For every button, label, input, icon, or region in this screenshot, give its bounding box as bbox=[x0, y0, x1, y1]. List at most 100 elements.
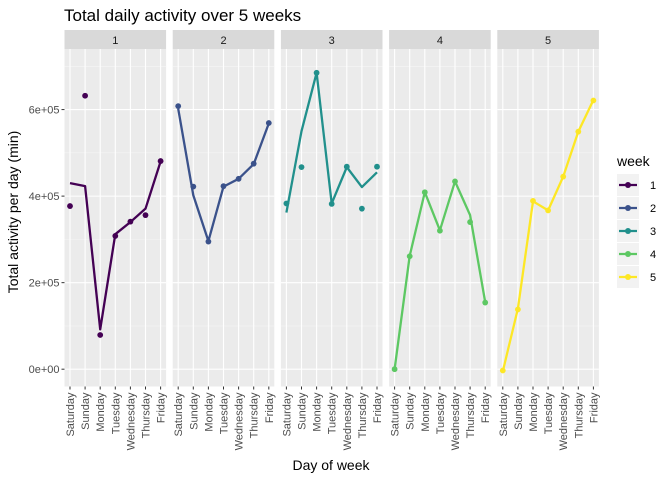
x-tick-label: Sunday bbox=[405, 392, 417, 430]
facet-strip bbox=[64, 30, 167, 49]
x-tick-label: Wednesday bbox=[125, 392, 137, 450]
data-point bbox=[298, 164, 305, 171]
data-point bbox=[560, 173, 567, 180]
x-tick-label: Wednesday bbox=[342, 392, 354, 450]
data-point bbox=[391, 366, 398, 373]
x-tick-label: Thursday bbox=[357, 392, 369, 438]
x-tick-label: Friday bbox=[156, 392, 168, 423]
data-point bbox=[190, 183, 197, 190]
x-tick-label: Friday bbox=[480, 392, 492, 423]
facet-strip bbox=[389, 30, 491, 49]
data-point bbox=[374, 163, 380, 170]
data-point bbox=[328, 201, 335, 207]
facet-panel-4: 4 Saturday Sunday Monday Tuesday Wednesday Thu… bbox=[389, 30, 492, 450]
facet-strip-label: 1 bbox=[112, 35, 118, 47]
data-point bbox=[515, 306, 521, 313]
x-tick-label: Monday bbox=[312, 392, 324, 432]
legend-key-point bbox=[625, 274, 631, 280]
facet-strip-label: 3 bbox=[329, 35, 335, 47]
data-point bbox=[343, 163, 350, 170]
facet-strip bbox=[172, 30, 275, 49]
legend-entry-2: 2 bbox=[617, 197, 656, 219]
legend-key-point bbox=[625, 205, 631, 211]
data-point bbox=[283, 200, 290, 207]
data-point bbox=[437, 227, 443, 234]
x-tick-label: Sunday bbox=[297, 392, 309, 430]
x-tick-label: Monday bbox=[528, 392, 540, 432]
x-tick-label: Tuesday bbox=[219, 392, 231, 434]
legend-key-point bbox=[625, 251, 631, 257]
x-tick-label: Wednesday bbox=[234, 392, 246, 450]
data-point bbox=[406, 253, 413, 260]
x-tick-label: Wednesday bbox=[558, 392, 570, 450]
facet-panel-5: 5 Saturday Sunday Monday Tuesday Wednesday Thu… bbox=[497, 30, 600, 450]
data-point bbox=[499, 367, 506, 374]
legend-label: 4 bbox=[650, 249, 656, 261]
x-axis-title: Day of week bbox=[292, 457, 370, 473]
data-point bbox=[545, 207, 551, 214]
legend-entry-3: 3 bbox=[617, 220, 656, 242]
data-point bbox=[590, 97, 597, 104]
x-tick-label: Monday bbox=[420, 392, 432, 432]
data-point bbox=[235, 175, 242, 182]
x-tick-label: Thursday bbox=[249, 392, 261, 438]
legend-entry-1: 1 bbox=[617, 174, 656, 196]
data-point bbox=[575, 128, 582, 135]
x-tick-label: Monday bbox=[95, 392, 107, 432]
x-tick-label: Thursday bbox=[141, 392, 153, 438]
x-tick-label: Tuesday bbox=[327, 392, 339, 434]
legend: week 1 2 3 4 5 bbox=[616, 153, 656, 288]
legend-entry-4: 4 bbox=[617, 243, 656, 265]
chart-title: Total daily activity over 5 weeks bbox=[64, 6, 301, 25]
facet-panel-1: 1 Saturday Sunday Monday Tuesday Wednesday Thu… bbox=[64, 30, 168, 450]
facet-strip-label: 4 bbox=[437, 35, 443, 47]
x-tick-label: Monday bbox=[203, 392, 215, 432]
data-point bbox=[220, 183, 227, 190]
data-point bbox=[205, 238, 212, 245]
data-point bbox=[157, 158, 164, 164]
x-tick-label: Thursday bbox=[573, 392, 585, 438]
legend-key-point bbox=[625, 182, 631, 188]
legend-title: week bbox=[616, 153, 651, 169]
x-tick-label: Sunday bbox=[188, 392, 200, 430]
legend-entry-5: 5 bbox=[617, 266, 656, 288]
data-point bbox=[530, 197, 536, 204]
x-tick-label: Wednesday bbox=[450, 392, 462, 450]
data-point bbox=[452, 178, 458, 185]
facet-strip-label: 5 bbox=[545, 35, 551, 47]
data-point bbox=[250, 160, 257, 167]
data-point bbox=[421, 189, 428, 196]
data-point bbox=[265, 120, 272, 126]
y-tick-label: 6e+05 bbox=[29, 105, 60, 117]
x-tick-label: Tuesday bbox=[543, 392, 555, 434]
x-tick-label: Friday bbox=[372, 392, 384, 423]
x-tick-label: Saturday bbox=[173, 392, 185, 437]
data-point bbox=[112, 233, 119, 239]
x-tick-label: Sunday bbox=[513, 392, 525, 430]
y-tick-label: 2e+05 bbox=[29, 278, 60, 290]
y-axis-title: Total activity per day (min) bbox=[5, 131, 21, 294]
facet-panel-2: 2 Saturday Sunday Monday Tuesday Wednesday Thu… bbox=[172, 30, 276, 450]
data-point bbox=[97, 332, 104, 338]
y-tick-label: 0e+00 bbox=[29, 364, 60, 376]
legend-label: 5 bbox=[650, 272, 656, 284]
data-point bbox=[175, 103, 182, 110]
data-point bbox=[313, 69, 320, 76]
x-tick-label: Saturday bbox=[281, 392, 293, 437]
legend-label: 2 bbox=[650, 203, 656, 215]
data-point bbox=[67, 203, 73, 209]
x-tick-label: Tuesday bbox=[435, 392, 447, 434]
data-point bbox=[82, 92, 88, 99]
facet-strip-label: 2 bbox=[220, 35, 226, 47]
data-point bbox=[127, 218, 134, 225]
x-tick-label: Tuesday bbox=[110, 392, 122, 434]
x-tick-label: Saturday bbox=[390, 392, 402, 437]
y-tick-label: 4e+05 bbox=[29, 191, 60, 203]
facet-strip bbox=[280, 30, 383, 49]
y-axis: 0e+00 2e+05 4e+05 6e+05 bbox=[29, 105, 65, 376]
x-tick-label: Friday bbox=[264, 392, 276, 423]
x-tick-label: Friday bbox=[588, 392, 600, 423]
